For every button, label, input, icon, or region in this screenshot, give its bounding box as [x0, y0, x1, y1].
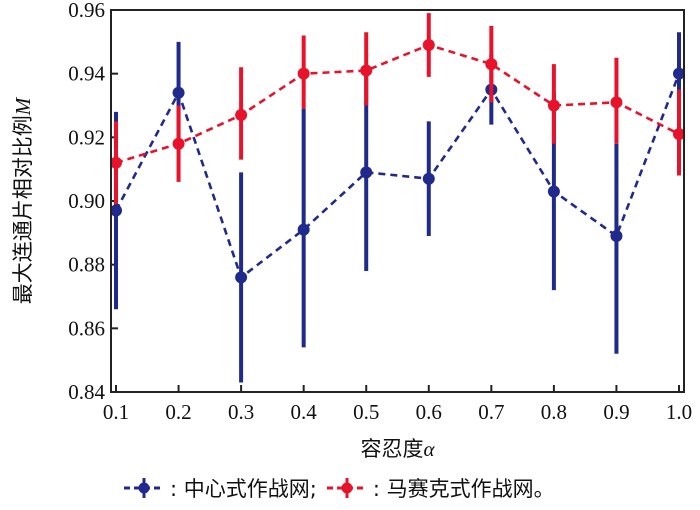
data-point	[172, 137, 185, 150]
data-point	[235, 109, 248, 122]
x-tick-label: 0.5	[353, 400, 379, 424]
x-axis-title: 容忍度α	[360, 437, 435, 461]
data-point	[610, 96, 623, 109]
y-tick-label: 0.88	[68, 253, 105, 277]
y-tick-label: 0.90	[68, 189, 105, 213]
legend-item-centralized: : 中心式作战网;	[122, 473, 317, 503]
x-tick-label: 1.0	[666, 400, 692, 424]
data-point	[673, 67, 685, 80]
data-point	[360, 64, 373, 77]
y-tick-label: 0.94	[68, 62, 105, 86]
x-tick-label: 0.9	[603, 400, 629, 424]
legend: : 中心式作战网; : 马赛克式作战网。	[122, 471, 555, 505]
x-tick-label: 0.6	[416, 400, 442, 424]
data-point	[422, 39, 435, 52]
data-point	[297, 67, 310, 80]
series-0	[110, 32, 685, 383]
x-tick-label: 0.3	[228, 400, 254, 424]
chart: 0.840.860.880.900.920.940.96 0.1 0.2 0.3 0.…	[11, 0, 692, 461]
plot-frame	[110, 9, 685, 393]
legend-item-mosaic: : 马赛克式作战网。	[325, 473, 555, 503]
data-point	[235, 271, 248, 284]
y-axis-ticks: 0.84 0.86 0.88 0.90 0.92 0.94 0.96	[68, 0, 118, 404]
legend-label-mosaic: : 马赛克式作战网。	[372, 477, 555, 501]
x-axis-variable: α	[423, 437, 435, 461]
x-tick-label: 0.1	[103, 400, 129, 424]
data-point	[673, 128, 685, 141]
data-point	[360, 166, 373, 179]
series-1	[110, 13, 685, 205]
x-tick-label: 0.8	[541, 400, 567, 424]
legend-label-centralized: : 中心式作战网;	[170, 477, 317, 501]
x-axis-label: 容忍度	[360, 437, 423, 461]
x-tick-label: 0.2	[165, 400, 191, 424]
legend-swatch-centralized	[124, 478, 164, 498]
data-point	[422, 172, 435, 185]
y-tick-label: 0.86	[68, 316, 105, 340]
data-point	[297, 223, 310, 236]
series-line	[115, 43, 680, 165]
legend-swatch-mosaic	[326, 478, 367, 498]
data-point	[610, 230, 623, 243]
x-tick-label: 0.4	[291, 400, 318, 424]
x-axis-ticks: 0.1 0.2 0.3 0.4 0.5 0.6 0.7 0.8 0.9 1.0	[103, 385, 692, 424]
y-tick-label: 0.96	[68, 0, 105, 22]
data-point	[110, 204, 122, 217]
y-axis-variable: M	[11, 96, 35, 116]
y-axis-title: 最大连通片相对比例M	[11, 96, 35, 304]
data-point	[547, 185, 560, 198]
data-point	[172, 86, 185, 99]
data-point	[110, 156, 122, 169]
y-tick-label: 0.92	[68, 125, 105, 149]
series-line	[114, 73, 681, 280]
series-layer	[110, 13, 685, 383]
data-point	[547, 99, 560, 112]
y-tick-label: 0.84	[68, 380, 105, 404]
x-tick-label: 0.7	[478, 400, 504, 424]
y-axis-label: 最大连通片相对比例	[11, 115, 35, 304]
data-point	[485, 58, 498, 71]
